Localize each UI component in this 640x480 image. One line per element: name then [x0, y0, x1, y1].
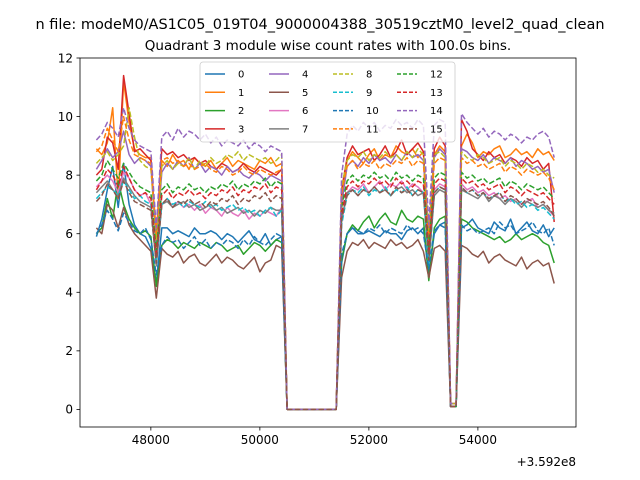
- series-layer: [95, 74, 555, 411]
- series-line-14: [95, 107, 555, 411]
- legend-label-4: 4: [302, 70, 308, 81]
- x-tick-label: 52000: [350, 433, 388, 447]
- legend-label-14: 14: [430, 106, 443, 117]
- x-tick-label: 50000: [241, 433, 279, 447]
- legend-label-9: 9: [366, 88, 372, 99]
- legend-label-7: 7: [302, 125, 308, 136]
- series-line-15: [95, 180, 555, 411]
- legend-label-5: 5: [302, 88, 308, 99]
- legend-label-15: 15: [430, 125, 443, 136]
- y-tick-label: 10: [58, 110, 73, 124]
- y-tick-label: 8: [65, 168, 73, 182]
- y-tick-label: 12: [58, 51, 73, 65]
- plot-frame: [79, 57, 577, 428]
- x-tick-label: 54000: [459, 433, 497, 447]
- legend-label-11: 11: [366, 125, 379, 136]
- legend-label-10: 10: [366, 106, 379, 117]
- legend-label-2: 2: [238, 106, 244, 117]
- x-tick-label: 48000: [132, 433, 170, 447]
- y-tick-label: 6: [65, 227, 73, 241]
- series-line-13: [95, 165, 555, 411]
- legend-label-12: 12: [430, 70, 443, 81]
- legend-label-6: 6: [302, 106, 308, 117]
- legend-label-8: 8: [366, 70, 372, 81]
- x-offset-label: +3.592e8: [517, 455, 576, 469]
- chart-title: Quadrant 3 module wise count rates with …: [145, 38, 511, 54]
- legend-frame: [199, 61, 456, 143]
- legend-label-3: 3: [238, 125, 244, 136]
- y-tick-label: 0: [65, 403, 73, 417]
- legend-label-13: 13: [430, 88, 443, 99]
- y-tick-label: 4: [65, 286, 73, 300]
- y-tick-label: 2: [65, 344, 73, 358]
- legend-label-0: 0: [238, 70, 244, 81]
- legend-label-1: 1: [238, 88, 244, 99]
- figure-suptitle: n file: modeM0/AS1C05_019T04_9000004388_…: [35, 17, 604, 33]
